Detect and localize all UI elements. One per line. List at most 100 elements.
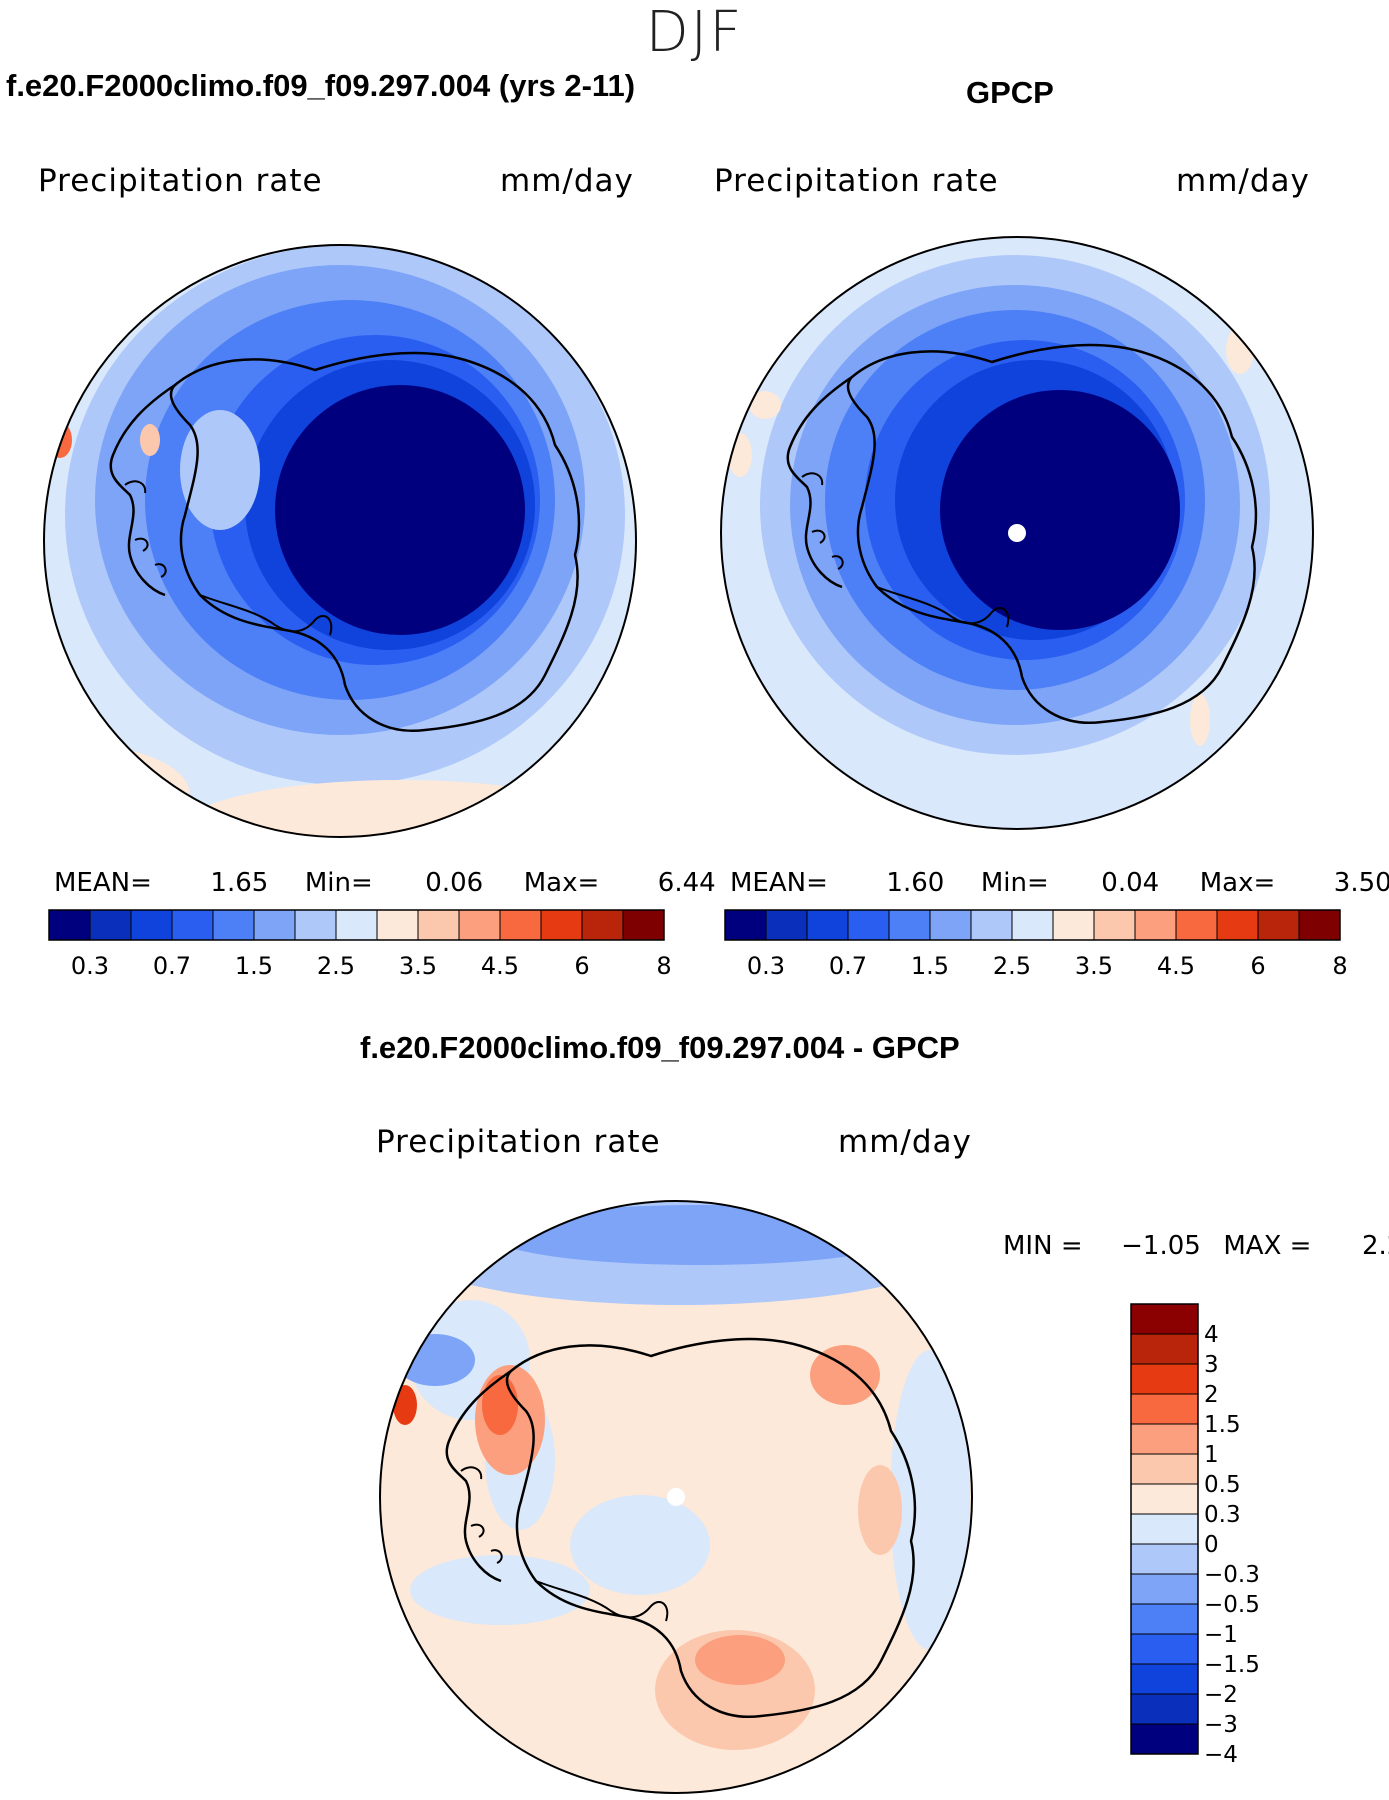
colorbar-tick-label: −0.3 — [1204, 1562, 1260, 1588]
panel-2-stats: MEAN= 1.60 Min= 0.04 Max= 3.50 — [730, 868, 1389, 898]
colorbar-swatch — [1130, 1393, 1199, 1425]
diff-max-label: MAX = — [1223, 1231, 1312, 1261]
colorbar-model: 0.3 0.7 1.5 2.5 3.5 4.5 6 8 — [48, 909, 672, 980]
colorbar-swatch — [622, 909, 665, 941]
colorbar-swatch — [581, 909, 624, 941]
colorbar-swatch — [1130, 1513, 1199, 1545]
colorbar-tick-label: 0.5 — [1204, 1472, 1241, 1498]
colorbar-tick-label: 0.7 — [153, 952, 191, 980]
diff-min-label: MIN = — [1003, 1231, 1083, 1261]
colorbar-frame — [48, 909, 665, 941]
colorbar-frame — [724, 909, 1341, 941]
panel-2-units: mm/day — [1176, 163, 1310, 199]
colorbar-swatch — [888, 909, 931, 941]
colorbar-tick-label: 1.5 — [911, 952, 949, 980]
colorbar-swatch — [1130, 1663, 1199, 1695]
colorbar-swatch — [376, 909, 419, 941]
colorbar-frame — [1130, 1303, 1199, 1755]
colorbar-swatch — [253, 909, 296, 941]
colorbar-tick-label: 2.5 — [993, 952, 1031, 980]
colorbar-swatch — [212, 909, 255, 941]
colorbar-tick-label: 1.5 — [1204, 1412, 1241, 1438]
diff-max-value: 2.20 — [1361, 1231, 1389, 1261]
colorbar-tick-label: 2.5 — [317, 952, 355, 980]
map-model — [44, 245, 636, 837]
colorbar-swatch — [1052, 909, 1095, 941]
map-gpcp-outline — [720, 236, 1314, 830]
colorbar-tick-label: −2 — [1204, 1682, 1238, 1708]
max-label: Max= — [1199, 868, 1276, 898]
panel-1-units: mm/day — [500, 163, 634, 199]
colorbar-swatch — [1130, 1573, 1199, 1605]
panel-1-title: f.e20.F2000climo.f09_f09.297.004 (yrs 2-… — [6, 68, 636, 103]
max-label: Max= — [523, 868, 600, 898]
colorbar-swatch — [1134, 909, 1177, 941]
colorbar-swatch — [48, 909, 91, 941]
colorbar-swatch — [1130, 1483, 1199, 1515]
colorbar-tick-label: −1.5 — [1204, 1652, 1260, 1678]
colorbar-tick-label: 2 — [1204, 1382, 1219, 1408]
colorbar-tick-label: 4 — [1204, 1322, 1219, 1348]
colorbar-swatch — [417, 909, 460, 941]
map-diff — [380, 1201, 972, 1793]
colorbar-swatch — [335, 909, 378, 941]
colorbar-tick-label: 6 — [574, 952, 589, 980]
colorbar-swatch — [765, 909, 808, 941]
map-model-outline — [43, 244, 637, 838]
colorbar-tick-label: 3.5 — [399, 952, 437, 980]
colorbar-swatch — [929, 909, 972, 941]
colorbar-tick-label: 8 — [1332, 952, 1347, 980]
min-label: Min= — [980, 868, 1049, 898]
colorbar-swatch — [89, 909, 132, 941]
colorbar-tick-label: 8 — [656, 952, 671, 980]
colorbar-tick-label: 4.5 — [1157, 952, 1195, 980]
colorbar-swatch — [806, 909, 849, 941]
colorbar-swatch — [1130, 1693, 1199, 1725]
max-value: 3.50 — [1333, 868, 1389, 898]
colorbar-swatch — [1298, 909, 1341, 941]
season-title: DJF — [645, 0, 744, 65]
colorbar-swatch — [1130, 1333, 1199, 1365]
colorbar-swatch — [847, 909, 890, 941]
colorbar-diff: 4 3 2 1.5 1 0.5 0.3 0 −0.3 −0.5 −1 −1.5 −2 −3 −4 — [1130, 1303, 1260, 1768]
diff-min-value: −1.05 — [1121, 1231, 1201, 1261]
map-diff-outline — [379, 1200, 973, 1794]
colorbar-swatch — [1175, 909, 1218, 941]
colorbar-tick-label: 1 — [1204, 1442, 1219, 1468]
colorbar-tick-label: 0 — [1204, 1532, 1219, 1558]
colorbar-tick-label: 3 — [1204, 1352, 1219, 1378]
colorbar-swatch — [1130, 1633, 1199, 1665]
panel-2-title: GPCP — [966, 75, 1054, 110]
mean-value: 1.65 — [210, 868, 269, 898]
colorbar-tick-label: −3 — [1204, 1712, 1238, 1738]
colorbar-swatch — [294, 909, 337, 941]
diff-variable: Precipitation rate — [376, 1124, 661, 1160]
colorbar-swatch — [970, 909, 1013, 941]
mean-label: MEAN= — [730, 868, 828, 898]
colorbar-tick-label: −0.5 — [1204, 1592, 1260, 1618]
colorbar-swatch — [724, 909, 767, 941]
min-value: 0.06 — [425, 868, 484, 898]
colorbar-tick-label: 0.3 — [1204, 1502, 1241, 1528]
mean-value: 1.60 — [886, 868, 945, 898]
colorbar-swatch — [1216, 909, 1259, 941]
colorbar-tick-label: 1.5 — [235, 952, 273, 980]
colorbar-swatch — [499, 909, 542, 941]
max-value: 6.44 — [657, 868, 716, 898]
diff-minmax: MIN = −1.05 MAX = 2.20 — [1003, 1231, 1389, 1261]
colorbar-swatch — [130, 909, 173, 941]
colorbar-swatch — [1130, 1303, 1199, 1335]
panel-1-variable: Precipitation rate — [38, 163, 323, 199]
colorbar-swatch — [1130, 1543, 1199, 1575]
mean-label: MEAN= — [54, 868, 152, 898]
colorbar-swatch — [1130, 1723, 1199, 1755]
colorbar-tick-label: 4.5 — [481, 952, 519, 980]
colorbar-tick-label: 0.7 — [829, 952, 867, 980]
colorbar-swatch — [171, 909, 214, 941]
min-value: 0.04 — [1101, 868, 1160, 898]
colorbar-swatch — [1130, 1603, 1199, 1635]
colorbar-tick-label: 0.3 — [747, 952, 785, 980]
colorbar-swatch — [1130, 1453, 1199, 1485]
colorbar-tick-label: −1 — [1204, 1622, 1238, 1648]
